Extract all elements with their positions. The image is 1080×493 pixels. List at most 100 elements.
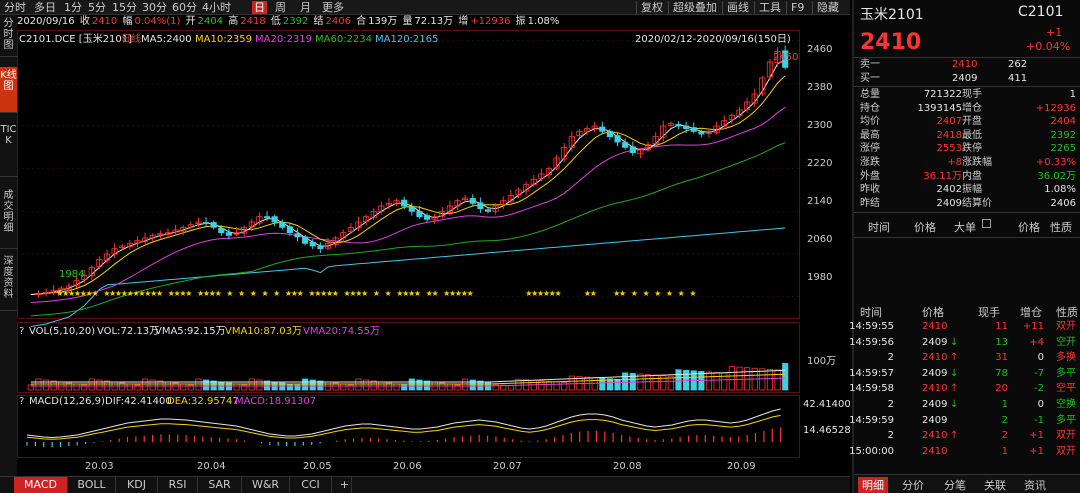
- stat-label: 振幅: [962, 184, 982, 196]
- candle-body: [584, 128, 591, 133]
- tab-rsi[interactable]: RSI: [158, 477, 198, 493]
- stat-label: 最高: [860, 129, 880, 141]
- candle-body: [599, 126, 606, 132]
- trades-header-nature: 性质: [1056, 306, 1078, 319]
- tab-price-dist[interactable]: 分价: [902, 479, 924, 492]
- signal-star: ★: [426, 289, 433, 298]
- tab-detail[interactable]: 明细: [858, 477, 888, 493]
- candle-body: [65, 285, 72, 290]
- left-tab-timeshare[interactable]: 分时图: [0, 15, 17, 57]
- dea-path: [26, 414, 781, 440]
- tab-4hour[interactable]: 4小时: [202, 1, 231, 14]
- stat-row: 昨结 2409 结算价 2406: [858, 197, 1080, 211]
- candle-body: [96, 258, 103, 268]
- signal-star: ★: [631, 289, 638, 298]
- tick-tab-price2[interactable]: 价格: [1018, 221, 1040, 234]
- tab-cci[interactable]: CCI: [290, 477, 332, 493]
- trade-row: 2 2410 ↑ 31 0 多换: [858, 351, 1080, 365]
- candle-body: [111, 248, 118, 255]
- tab-1min[interactable]: 1分: [64, 1, 82, 14]
- left-tab-trade-detail[interactable]: 成交明细: [0, 187, 17, 249]
- date-tick: 20.03: [85, 461, 114, 472]
- fuquan-button[interactable]: 复权: [636, 1, 663, 14]
- signal-star: ★: [273, 289, 280, 298]
- tools-button[interactable]: 工具: [754, 1, 781, 14]
- tab-fenshi[interactable]: 分时: [4, 1, 26, 14]
- stat-value: 2404: [1050, 116, 1076, 128]
- tab-daily[interactable]: 日: [252, 1, 267, 14]
- tab-boll[interactable]: BOLL: [68, 477, 116, 493]
- volume-bar: [393, 383, 400, 391]
- vol-help[interactable]: ?: [19, 326, 24, 337]
- draw-line-button[interactable]: 画线: [722, 1, 749, 14]
- bigorder-checkbox[interactable]: [982, 219, 991, 228]
- trade-direction-icon: ↑: [950, 383, 959, 395]
- tab-multiday[interactable]: 多日: [34, 1, 56, 14]
- trade-oi-change: 0: [1037, 399, 1044, 410]
- tab-monthly[interactable]: 月: [300, 1, 311, 14]
- close-label: 收: [79, 16, 90, 27]
- signal-star: ★: [80, 289, 87, 298]
- tab-related[interactable]: 关联: [984, 479, 1006, 492]
- candle-body: [454, 200, 461, 207]
- candle-body: [279, 222, 286, 228]
- ask-label: 卖一: [860, 59, 880, 70]
- signal-star: ★: [74, 289, 81, 298]
- trade-row: 14:59:56 2409 ↓ 13 +4 空开: [849, 336, 1080, 350]
- volume-label: 量: [402, 16, 413, 27]
- tick-tab-time[interactable]: 时间: [868, 221, 890, 234]
- tab-news[interactable]: 资讯: [1024, 479, 1046, 492]
- candle-body: [545, 168, 553, 175]
- tab-kdj[interactable]: KDJ: [116, 477, 158, 493]
- tab-wr[interactable]: W&R: [242, 477, 290, 493]
- macd-help[interactable]: ?: [19, 396, 24, 407]
- candle-body: [515, 189, 522, 196]
- tick-tab-price[interactable]: 价格: [914, 221, 936, 234]
- tab-more[interactable]: 更多: [322, 1, 344, 14]
- left-tab-depth[interactable]: 深度资料: [0, 253, 17, 311]
- candle-body: [591, 125, 598, 129]
- candle-body: [180, 226, 187, 232]
- candle-body: [439, 210, 446, 217]
- trade-time: 14:59:56: [849, 336, 894, 348]
- date-tick: 20.09: [727, 461, 756, 472]
- stat-label: 最低: [962, 129, 982, 141]
- signal-star: ★: [402, 289, 409, 298]
- stat-value: 2409: [936, 197, 962, 209]
- candle-body: [606, 130, 613, 138]
- f9-button[interactable]: F9: [786, 1, 804, 14]
- super-overlay-button[interactable]: 超级叠加: [668, 1, 717, 14]
- signal-star: ★: [619, 289, 626, 298]
- tab-60min[interactable]: 60分: [172, 1, 197, 14]
- candle-body: [385, 202, 393, 206]
- candle-body: [187, 224, 194, 228]
- tick-tab-nature[interactable]: 性质: [1050, 221, 1072, 234]
- tab-tick-by-tick[interactable]: 分笔: [944, 479, 966, 492]
- volume-bar: [401, 384, 408, 391]
- trade-nature: 双开: [1056, 321, 1076, 332]
- stat-value: 2406: [1050, 197, 1076, 209]
- tab-macd[interactable]: MACD: [14, 477, 68, 493]
- open-value: 2404: [197, 16, 224, 27]
- tick-tab-bigorder[interactable]: 大单: [954, 221, 976, 234]
- candle-body: [644, 144, 652, 151]
- candle-body: [675, 124, 682, 127]
- tab-15min[interactable]: 15分: [112, 1, 137, 14]
- tab-30min[interactable]: 30分: [142, 1, 167, 14]
- tab-5min[interactable]: 5分: [88, 1, 106, 14]
- candle-body: [218, 227, 225, 234]
- macd-pane-frame: [17, 395, 800, 458]
- ma120-legend: MA120:2165: [375, 34, 438, 45]
- dif-path: [26, 408, 781, 439]
- tab-weekly[interactable]: 周: [275, 1, 286, 14]
- candle-body: [766, 61, 774, 78]
- left-tab-tick[interactable]: TICK: [0, 121, 17, 177]
- signal-star: ★: [613, 289, 620, 298]
- tab-sar[interactable]: SAR: [198, 477, 242, 493]
- signal-star: ★: [109, 289, 116, 298]
- add-indicator-button[interactable]: +: [338, 477, 352, 493]
- candle-body: [744, 101, 751, 110]
- left-tab-kline[interactable]: K线图: [0, 67, 17, 113]
- chart-area[interactable]: ★ ★ ★ ★ ★ ★ ★ ★ ★ ★ ★ ★ ★ ★ ★ ★ ★ ★ ★ ★ ★ ★ ★ ★ ★ ★ ★ ★ ★ ★ ★ ★ ★ ★ ★ ★ ★ ★ ★ ★…: [17, 30, 851, 480]
- hide-button[interactable]: 隐藏: [812, 1, 839, 14]
